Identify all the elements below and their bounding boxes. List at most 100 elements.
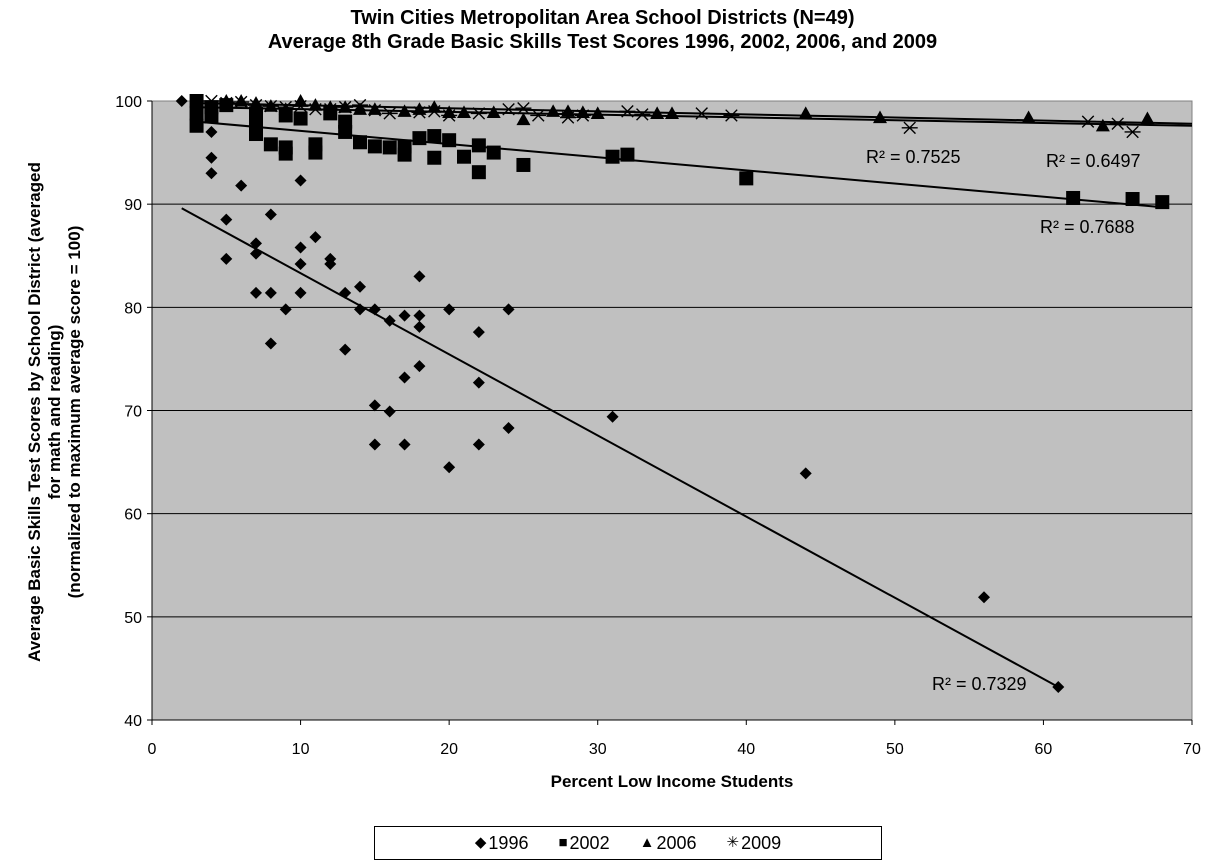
point-2002-31 (486, 145, 501, 160)
point-2009-11 (366, 104, 383, 117)
point-1996-6 (235, 179, 248, 192)
x-tick-label-70: 70 (1183, 741, 1201, 758)
point-2009-16 (470, 107, 487, 120)
point-2006-22 (590, 106, 605, 119)
legend: ◆ 1996 ■ 2002 ▲ 2006 ✳ 2009 (374, 826, 882, 860)
point-1996-46 (978, 591, 990, 604)
y-tick-label-50: 50 (124, 610, 142, 627)
point-1996-26 (368, 399, 381, 412)
point-2006-26 (873, 110, 887, 124)
point-2002-8 (249, 127, 263, 142)
point-2002-33 (605, 149, 620, 164)
point-2006-5 (278, 102, 293, 115)
point-1996-22 (339, 343, 352, 356)
r2-label-1996: R² = 0.7329 (932, 674, 1027, 694)
point-2006-25 (798, 106, 813, 119)
point-1996-18 (309, 231, 322, 244)
point-2006-12 (397, 104, 412, 117)
y-tick-label-60: 60 (124, 507, 142, 524)
y-tick-label-90: 90 (124, 197, 142, 214)
point-2009-23 (634, 108, 651, 121)
point-1996-4 (220, 213, 233, 226)
point-1996-31 (398, 371, 411, 384)
point-1996-8 (250, 247, 262, 260)
point-1996-40 (472, 376, 485, 389)
point-2002-28 (457, 149, 471, 164)
point-1996-29 (383, 405, 396, 418)
point-2002-12 (278, 146, 293, 161)
point-2009-17 (500, 102, 517, 116)
point-2002-26 (427, 150, 442, 165)
point-2009-14 (426, 105, 443, 118)
point-2009-0 (203, 94, 220, 108)
x-tick-label-10: 10 (292, 741, 310, 758)
point-2002-1 (189, 106, 204, 121)
point-1996-45 (799, 467, 812, 480)
point-1996-23 (354, 280, 366, 293)
point-2002-23 (397, 147, 412, 162)
point-2002-24 (412, 131, 427, 146)
chart-title-line-2: Average 8th Grade Basic Skills Test Scor… (267, 31, 938, 53)
point-2009-24 (693, 107, 710, 120)
point-2009-29 (1124, 125, 1141, 139)
point-1996-30 (398, 309, 411, 322)
point-2009-3 (248, 98, 264, 112)
point-1996-12 (264, 337, 277, 350)
point-1996-37 (443, 303, 456, 316)
chart-title-line-1: Twin Cities Metropolitan Area School Dis… (350, 7, 855, 29)
point-1996-20 (324, 258, 337, 271)
point-1996-5 (220, 252, 233, 265)
point-2009-20 (560, 111, 576, 124)
point-1996-44 (606, 410, 619, 423)
point-2009-4 (262, 99, 279, 113)
point-2009-9 (337, 100, 354, 114)
legend-item-2006: ▲ 2006 (640, 833, 697, 854)
point-2006-7 (308, 98, 323, 111)
point-2002-37 (1125, 192, 1140, 207)
y-tick-label-80: 80 (124, 300, 142, 317)
x-tick-label-40: 40 (737, 741, 755, 758)
triangle-marker-icon: ▲ (639, 834, 655, 851)
legend-label-2006: 2006 (656, 832, 697, 853)
point-2006-19 (546, 104, 561, 117)
point-2002-36 (1066, 190, 1081, 205)
point-2002-15 (308, 145, 323, 160)
x-tick-label-60: 60 (1035, 741, 1053, 758)
point-1996-3 (205, 167, 218, 180)
x-tick-label-0: 0 (148, 741, 157, 758)
point-1996-15 (294, 241, 307, 254)
point-2009-28 (1109, 117, 1126, 130)
point-1996-32 (398, 438, 411, 451)
point-2002-27 (442, 133, 457, 148)
x-tick-label-20: 20 (440, 741, 458, 758)
point-1996-14 (294, 174, 307, 187)
diamond-marker-icon: ◆ (474, 834, 487, 851)
point-1996-47 (1052, 680, 1065, 693)
point-2002-34 (620, 147, 635, 162)
point-1996-24 (354, 303, 366, 316)
point-2009-7 (307, 102, 324, 116)
point-2009-10 (352, 98, 368, 112)
r2-label-2006: R² = 0.6497 (1046, 151, 1141, 171)
point-2002-29 (471, 138, 486, 153)
point-2009-5 (277, 100, 294, 114)
point-1996-39 (472, 326, 485, 339)
point-2002-9 (263, 137, 278, 152)
point-2002-21 (382, 140, 397, 155)
point-2009-19 (530, 109, 547, 122)
point-2002-4 (204, 109, 219, 124)
point-2002-6 (249, 106, 263, 121)
x-axis-label: Percent Low Income Students (550, 772, 794, 791)
point-2006-10 (353, 102, 367, 115)
legend-label-1996: 1996 (488, 832, 529, 853)
legend-item-1996: ◆ 1996 (475, 833, 529, 854)
point-2009-6 (292, 99, 309, 113)
x-tick-label-50: 50 (886, 741, 904, 758)
point-1996-17 (294, 286, 307, 299)
point-1996-10 (264, 208, 277, 221)
point-1996-7 (250, 237, 262, 250)
point-2002-38 (1155, 195, 1170, 210)
point-2002-19 (353, 135, 367, 150)
point-2006-24 (665, 106, 679, 119)
point-1996-42 (502, 303, 515, 316)
